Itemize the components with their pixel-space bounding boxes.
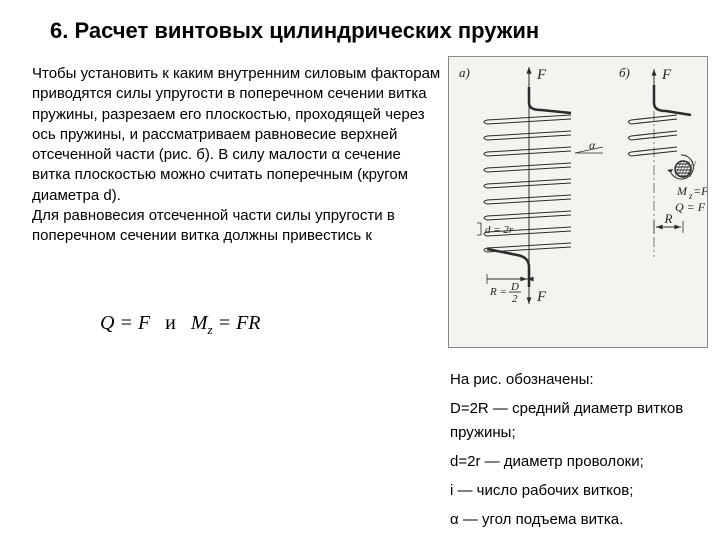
formula: Q = F и Mz = FR [100, 312, 261, 338]
svg-text:=FR: =FR [693, 184, 707, 198]
legend-item: d=2r — диаметр проволоки; [450, 450, 700, 473]
svg-text:R =: R = [489, 286, 507, 298]
svg-text:F: F [536, 289, 547, 305]
legend: На рис. обозначены: D=2R — средний диаме… [450, 368, 700, 538]
svg-text:а): а) [459, 65, 470, 80]
legend-item: D=2R — средний диаметр витков пружины; [450, 397, 700, 444]
svg-text:Q = F: Q = F [675, 200, 706, 214]
svg-text:2: 2 [512, 293, 518, 305]
formula-q: Q = F [100, 312, 150, 334]
legend-item: i — число рабочих витков; [450, 479, 700, 502]
svg-text:D: D [510, 281, 519, 293]
svg-text:M: M [676, 184, 688, 198]
svg-text:F: F [661, 67, 672, 83]
svg-text:R: R [664, 211, 673, 226]
legend-item: α — угол подъема витка. [450, 508, 700, 531]
formula-m: M [191, 312, 208, 334]
svg-text:б): б) [619, 65, 630, 80]
formula-and: и [165, 312, 176, 334]
page-title: 6. Расчет винтовых цилиндрических пружин [50, 18, 539, 44]
svg-text:F: F [536, 67, 547, 83]
svg-text:α: α [589, 138, 596, 152]
formula-eq: = FR [213, 312, 261, 334]
legend-header: На рис. обозначены: [450, 368, 700, 391]
spring-figure: FFа)αd = 2rR =D2б)FMz=FRQ = FR [448, 56, 708, 348]
body-paragraph: Чтобы установить к каким внутренним сило… [32, 64, 442, 246]
svg-text:d = 2r: d = 2r [485, 224, 514, 236]
